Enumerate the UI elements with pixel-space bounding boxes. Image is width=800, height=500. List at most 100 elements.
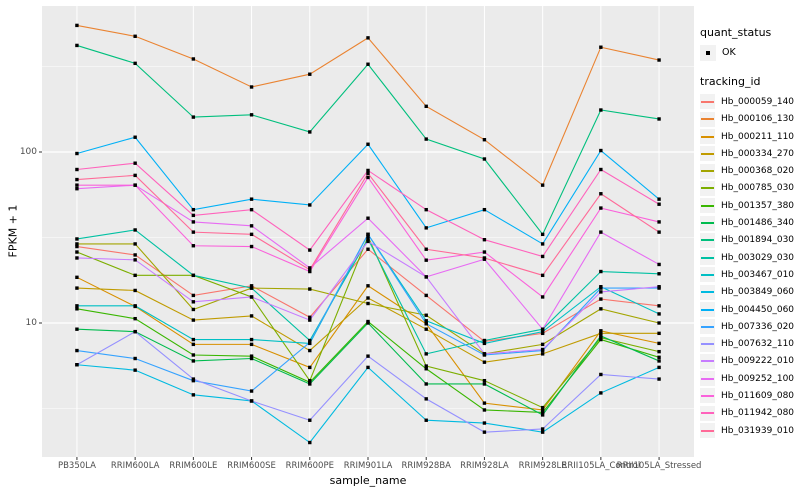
data-point	[599, 108, 603, 112]
data-point	[482, 250, 487, 254]
legend-line-swatch-icon	[700, 302, 715, 317]
x-tick-label: RRIM928LA	[460, 461, 509, 471]
data-point	[75, 187, 79, 191]
data-point	[133, 228, 137, 232]
legend-line-swatch-icon	[700, 284, 715, 300]
legend-item: Hb_007632_110	[700, 335, 800, 352]
data-point	[599, 372, 603, 377]
legend-item-ok: OK	[700, 44, 800, 61]
x-tick-label: RRII105LA_Stressed	[616, 461, 702, 471]
legend-line-swatch-icon	[700, 111, 715, 127]
data-point	[599, 337, 603, 342]
data-point	[366, 234, 370, 239]
data-point	[599, 297, 603, 301]
data-point	[75, 304, 79, 308]
legend-line-swatch-icon	[700, 94, 715, 110]
x-tick-label: RRIM600LE	[169, 461, 218, 471]
data-point	[657, 197, 661, 201]
data-point	[133, 135, 137, 139]
x-axis-title: sample_name	[329, 474, 407, 487]
legend-item-label: Hb_004450_060	[721, 304, 795, 315]
legend-item-label: Hb_001894_030	[721, 235, 795, 246]
legend-ok-label: OK	[722, 47, 736, 59]
data-point	[191, 342, 196, 347]
legend-line-swatch-icon	[700, 198, 715, 214]
data-point	[308, 248, 312, 252]
data-point	[599, 192, 603, 196]
data-point	[191, 300, 196, 304]
legend-item: Hb_000106_130	[700, 111, 800, 128]
data-point	[308, 287, 312, 291]
data-point	[482, 401, 487, 405]
data-point	[75, 363, 79, 367]
data-point	[657, 262, 661, 267]
data-point	[657, 202, 661, 206]
data-point	[424, 137, 428, 141]
data-point	[75, 177, 79, 182]
legend-line-swatch-icon	[700, 388, 715, 404]
data-point	[366, 321, 370, 325]
data-point	[191, 353, 196, 357]
data-point	[249, 284, 254, 288]
data-point	[366, 284, 370, 288]
data-point	[366, 216, 370, 220]
data-point	[366, 365, 370, 370]
data-point	[540, 295, 545, 299]
legend-line-swatch-icon	[700, 129, 715, 145]
legend-item-label: Hb_007336_020	[721, 321, 795, 332]
data-point	[308, 203, 312, 207]
x-tick-label: RRIM928LE	[518, 461, 567, 471]
legend-item-label: Hb_000106_130	[721, 114, 795, 125]
data-point	[308, 348, 312, 353]
data-point	[133, 161, 137, 165]
data-point	[424, 327, 428, 331]
data-point	[540, 408, 545, 412]
data-point	[540, 327, 545, 331]
legend-item: Hb_000334_270	[700, 145, 800, 162]
legend-item: Hb_000785_030	[700, 180, 800, 197]
data-point	[599, 206, 603, 210]
x-tick-label: RRIM600SE	[227, 461, 276, 471]
data-point	[249, 207, 254, 212]
data-point	[424, 313, 428, 317]
data-point	[133, 316, 137, 321]
data-point	[540, 342, 545, 347]
data-point	[424, 382, 428, 386]
data-point	[424, 104, 428, 109]
data-point	[191, 359, 196, 363]
data-point	[191, 337, 196, 342]
data-point	[657, 365, 661, 370]
data-point	[482, 352, 487, 356]
data-point	[482, 138, 487, 142]
legend-line-swatch-icon	[700, 371, 715, 387]
data-point	[308, 340, 312, 345]
data-point	[540, 232, 545, 237]
data-point	[191, 207, 196, 212]
data-point	[482, 382, 487, 386]
data-point	[657, 230, 661, 234]
data-point	[75, 23, 79, 28]
legend-item: Hb_031939_010	[700, 422, 800, 439]
data-point	[249, 286, 254, 290]
data-point	[540, 273, 545, 278]
legend-line-swatch-icon	[700, 250, 715, 266]
data-point	[424, 397, 428, 401]
legend-item: Hb_003029_030	[700, 249, 800, 266]
legend-tracking-id-title: tracking_id	[700, 75, 761, 89]
data-point	[133, 253, 137, 257]
data-point	[75, 348, 79, 353]
data-point	[599, 329, 603, 333]
data-point	[424, 293, 428, 298]
data-point	[191, 244, 196, 248]
legend-item-label: Hb_003849_060	[721, 287, 795, 298]
data-point	[599, 391, 603, 395]
data-point	[133, 242, 137, 246]
data-point	[366, 36, 370, 40]
data-point	[540, 329, 545, 334]
data-point	[424, 322, 428, 326]
data-point	[308, 266, 312, 270]
legend-item: Hb_003849_060	[700, 284, 800, 301]
data-point	[75, 43, 79, 48]
